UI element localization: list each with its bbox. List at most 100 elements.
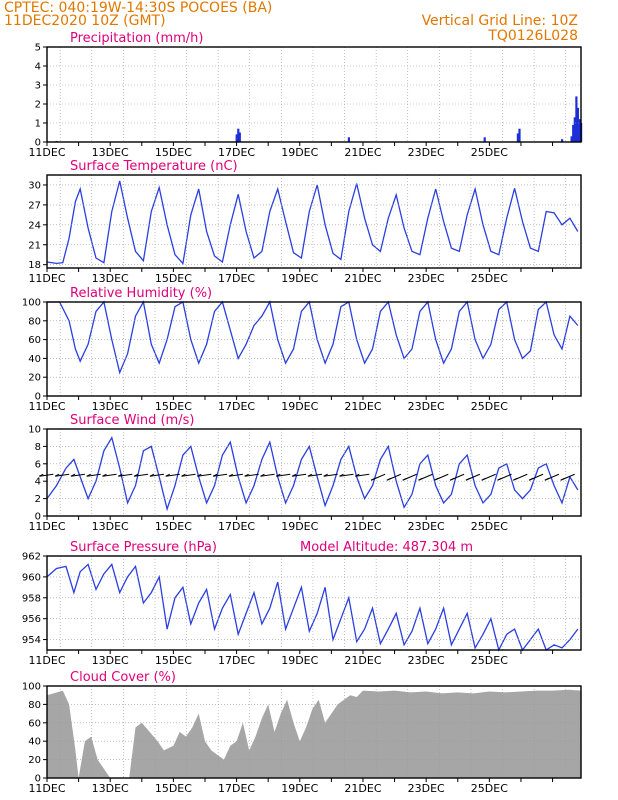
y-tick-label: 5	[35, 43, 41, 54]
precip-bar	[483, 137, 486, 143]
precip-bar	[347, 137, 350, 143]
y-tick-label: 2	[35, 100, 41, 111]
x-tick-label: 21DEC	[344, 782, 381, 795]
wind-arrow-head	[370, 477, 376, 481]
x-tick-label: 11DEC	[28, 400, 65, 413]
panel-frame	[46, 555, 582, 651]
y-tick-label: 24	[28, 220, 41, 231]
x-tick-label: 23DEC	[408, 272, 445, 285]
wind-arrow-head	[497, 477, 502, 481]
wind-arrow-head	[276, 473, 281, 477]
wind-arrow	[118, 473, 133, 477]
header-model-code: TQ0126L028	[487, 28, 578, 44]
header-location: CPTEC: 040:19W-14:30S POCOES (BA)	[4, 0, 272, 16]
wind-arrow-head	[102, 473, 107, 477]
series-line	[46, 563, 579, 652]
panel-frame	[46, 174, 582, 269]
wind-arrow-head	[244, 473, 249, 477]
wind-arrow-head	[307, 473, 313, 477]
panel-2: 0 20 40 60 80 100 11DEC 13DEC 15DEC 17DEC 19DEC 21D…	[22, 286, 582, 413]
y-tick-label: 100	[22, 682, 41, 693]
wind-arrow-head	[544, 477, 550, 481]
x-tick-label: 23DEC	[408, 400, 445, 413]
wind-arrow	[181, 473, 196, 477]
y-tick-label: 0	[35, 774, 41, 785]
y-tick-label: 960	[22, 572, 41, 583]
wind-arrow-head	[465, 477, 471, 481]
x-tick-label: 23DEC	[408, 520, 445, 533]
panel-1: 18 21 24 27 30 11DEC 13DEC 15DEC 17DEC 19DEC 21DEC…	[28, 159, 582, 285]
panel-4: 954 956 958 960 962 11DEC 13DEC 15DEC 17DEC 19DEC…	[22, 540, 582, 667]
y-tick-label: 4	[35, 477, 41, 488]
y-tick-label: 6	[35, 459, 41, 470]
x-tick-label: 13DEC	[92, 272, 129, 285]
wind-arrow	[55, 473, 70, 477]
y-tick-label: 40	[28, 354, 41, 365]
x-tick-label: 25DEC	[471, 520, 508, 533]
precip-bar	[235, 134, 238, 142]
wind-arrow-head	[560, 477, 565, 481]
precip-bar	[572, 124, 575, 142]
panel-title: Surface Pressure (hPa)	[70, 540, 217, 555]
x-tick-label: 23DEC	[408, 146, 445, 159]
panel-3: 0 2 4 6 8 10 11DEC 13DEC 15DEC 17DEC 19DEC 21DEC 23D…	[28, 413, 582, 533]
x-tick-label: 21DEC	[344, 272, 381, 285]
x-tick-label: 11DEC	[28, 654, 65, 667]
y-tick-label: 3	[35, 81, 41, 92]
x-tick-label: 19DEC	[281, 782, 318, 795]
wind-arrow	[102, 473, 117, 477]
wind-arrow-head	[513, 477, 518, 481]
wind-arrow-head	[355, 473, 360, 477]
wind-arrow-head	[54, 473, 60, 477]
panel-title: Precipitation (mm/h)	[70, 31, 203, 46]
x-tick-label: 11DEC	[28, 520, 65, 533]
y-tick-label: 1	[35, 119, 41, 130]
y-tick-label: 20	[28, 755, 41, 766]
x-tick-label: 17DEC	[218, 400, 255, 413]
panel-frame	[46, 46, 582, 143]
precip-bar	[516, 133, 519, 142]
wind-arrow-head	[228, 473, 234, 477]
x-tick-label: 19DEC	[281, 272, 318, 285]
y-tick-label: 2	[35, 494, 41, 505]
x-tick-label: 11DEC	[28, 146, 65, 159]
x-tick-label: 17DEC	[218, 146, 255, 159]
wind-arrow	[228, 473, 243, 477]
wind-arrow-head	[181, 473, 186, 477]
wind-arrow	[134, 473, 149, 477]
series-line	[46, 180, 579, 265]
y-tick-label: 20	[28, 373, 41, 384]
y-tick-label: 18	[28, 260, 41, 271]
y-tick-label: 962	[22, 552, 41, 563]
y-tick-label: 0	[35, 512, 41, 523]
wind-arrow-head	[165, 473, 170, 477]
wind-arrow-head	[339, 473, 344, 477]
model-altitude: Model Altitude: 487.304 m	[300, 540, 473, 555]
panel-0: 0 1 2 3 4 5 11DEC 13DEC 15DEC 17DEC 19DEC 21DEC 23DE…	[28, 31, 583, 159]
wind-arrow-head	[149, 473, 155, 477]
x-tick-label: 15DEC	[155, 146, 192, 159]
header-date: 11DEC2020 10Z (GMT)	[4, 13, 166, 29]
y-tick-label: 21	[28, 240, 41, 251]
y-tick-label: 60	[28, 335, 41, 346]
wind-arrow-head	[212, 473, 218, 477]
precip-bar	[576, 107, 579, 142]
wind-arrow	[70, 473, 85, 477]
y-tick-label: 27	[28, 200, 41, 211]
wind-arrow-head	[481, 477, 486, 481]
x-tick-label: 25DEC	[471, 272, 508, 285]
y-tick-label: 80	[28, 700, 41, 711]
x-tick-label: 19DEC	[281, 654, 318, 667]
wind-arrow	[197, 473, 212, 477]
wind-arrow	[165, 473, 180, 477]
precip-bar	[575, 96, 578, 142]
x-tick-label: 19DEC	[281, 400, 318, 413]
y-tick-label: 60	[28, 718, 41, 729]
wind-arrow	[260, 473, 275, 477]
wind-arrow-head	[197, 473, 202, 477]
y-tick-label: 958	[22, 593, 41, 604]
x-tick-label: 15DEC	[155, 520, 192, 533]
x-tick-label: 25DEC	[471, 782, 508, 795]
wind-arrow	[323, 473, 338, 477]
